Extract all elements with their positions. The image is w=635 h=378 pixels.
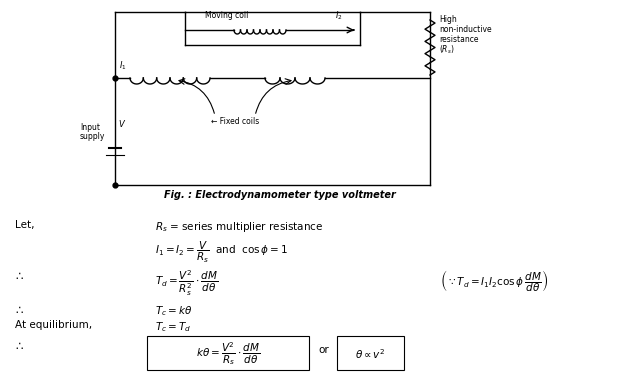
Text: ∴: ∴ <box>15 270 22 283</box>
Text: $T_c = k\theta$: $T_c = k\theta$ <box>155 304 192 318</box>
Text: resistance: resistance <box>439 35 479 44</box>
Text: or: or <box>318 345 329 355</box>
Text: High: High <box>439 15 457 24</box>
Text: Moving coil: Moving coil <box>205 11 248 20</box>
Text: $\theta \propto v^2$: $\theta \propto v^2$ <box>356 347 385 361</box>
Text: $T_d = \dfrac{V^2}{R_s^2} \cdot \dfrac{dM}{d\theta}$: $T_d = \dfrac{V^2}{R_s^2} \cdot \dfrac{d… <box>155 268 218 298</box>
Text: $R_s$ = series multiplier resistance: $R_s$ = series multiplier resistance <box>155 220 323 234</box>
Text: $V$: $V$ <box>118 118 126 129</box>
Text: $I_2$: $I_2$ <box>335 9 343 22</box>
Text: supply: supply <box>80 132 105 141</box>
Text: Input: Input <box>80 123 100 132</box>
Text: At equilibrium,: At equilibrium, <box>15 320 92 330</box>
Text: $k\theta = \dfrac{V^2}{R_s} \cdot \dfrac{dM}{d\theta}$: $k\theta = \dfrac{V^2}{R_s} \cdot \dfrac… <box>196 341 260 367</box>
Text: $(R_s)$: $(R_s)$ <box>439 43 455 56</box>
Text: ∴: ∴ <box>15 340 22 353</box>
Text: Let,: Let, <box>15 220 34 230</box>
Text: ← Fixed coils: ← Fixed coils <box>211 117 259 126</box>
Text: Fig. : Electrodynamometer type voltmeter: Fig. : Electrodynamometer type voltmeter <box>164 190 396 200</box>
Text: $I_1 = I_2 = \dfrac{V}{R_s}$  and  $\cos\phi = 1$: $I_1 = I_2 = \dfrac{V}{R_s}$ and $\cos\p… <box>155 240 288 265</box>
Text: $T_c = T_d$: $T_c = T_d$ <box>155 320 191 334</box>
Text: non-inductive: non-inductive <box>439 25 491 34</box>
Text: ∴: ∴ <box>15 304 22 317</box>
Text: $I_1$: $I_1$ <box>119 59 126 71</box>
FancyBboxPatch shape <box>147 336 309 370</box>
Text: $\left(\because T_d = I_1 I_2 \cos\phi\,\dfrac{dM}{d\theta}\right)$: $\left(\because T_d = I_1 I_2 \cos\phi\,… <box>440 268 548 294</box>
FancyBboxPatch shape <box>337 336 404 370</box>
